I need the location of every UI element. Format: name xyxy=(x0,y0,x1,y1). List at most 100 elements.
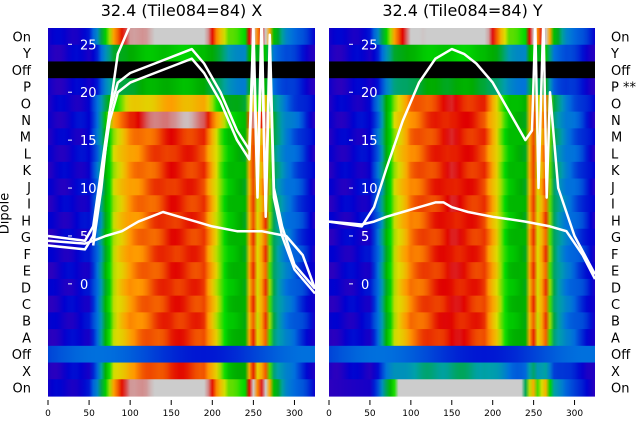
heatmap-row-b xyxy=(48,312,315,330)
heatmap-row-e xyxy=(329,262,595,280)
heatmap-row-off xyxy=(329,61,595,79)
heatmap-row-c xyxy=(329,295,595,313)
row-label: K xyxy=(611,164,620,179)
row-label: I xyxy=(27,198,31,213)
xtick-label: 50 xyxy=(83,409,95,419)
inner-ytick-label: 15 xyxy=(80,134,97,149)
heatmap-row-f xyxy=(48,245,315,263)
row-label: Off xyxy=(12,64,32,79)
heatmap-row-on xyxy=(48,379,315,397)
heatmap-row-a xyxy=(329,329,595,347)
heatmap-row-x xyxy=(48,362,315,380)
row-label: C xyxy=(22,298,31,313)
row-label: I xyxy=(611,198,615,213)
row-label: X xyxy=(22,365,31,380)
xtick-label: 300 xyxy=(286,409,303,419)
row-label: X xyxy=(611,365,620,380)
heatmap-row-c xyxy=(48,295,315,313)
row-label: G xyxy=(611,231,621,246)
heatmap-row-j xyxy=(329,178,595,196)
row-label: K xyxy=(22,164,31,179)
row-label: On xyxy=(13,382,31,397)
inner-ytick-label: 20 xyxy=(80,86,97,101)
row-label: F xyxy=(611,248,618,263)
row-label: Y xyxy=(610,47,619,62)
series-trace-upper xyxy=(328,14,597,275)
heatmap-row-p xyxy=(329,78,595,96)
xtick-label: 250 xyxy=(245,409,262,419)
row-label: On xyxy=(13,30,31,45)
heatmap-row-k xyxy=(48,161,315,180)
xtick-label: 150 xyxy=(443,409,460,419)
row-label: Off xyxy=(12,348,32,363)
heatmap-row-i xyxy=(48,195,315,213)
xtick-label: 300 xyxy=(566,409,583,419)
heatmap-row-j xyxy=(48,178,315,196)
xtick-label: 100 xyxy=(122,409,139,419)
row-label: On xyxy=(611,30,629,45)
heatmap-row-h xyxy=(48,212,315,230)
heatmap-row-f xyxy=(329,245,595,263)
row-label: O xyxy=(21,97,31,112)
heatmap-row-m xyxy=(48,128,315,146)
inner-ytick-label: 10 xyxy=(361,182,378,197)
inner-ytick-label: 0 xyxy=(361,278,369,293)
inner-ytick-label: 20 xyxy=(361,86,378,101)
row-label: E xyxy=(611,265,619,280)
row-label: Off xyxy=(611,348,631,363)
xtick-label: 100 xyxy=(402,409,419,419)
row-label: J xyxy=(610,181,615,196)
heatmap-row-x xyxy=(329,362,595,380)
heatmap-row-g xyxy=(329,228,595,247)
heatmap-row-n xyxy=(329,111,595,129)
row-label: A xyxy=(611,331,620,346)
heatmap-row-on xyxy=(329,379,595,397)
heatmap-row-on xyxy=(329,28,595,46)
inner-ytick-label: 10 xyxy=(80,182,97,197)
row-label: G xyxy=(21,231,31,246)
row-label: M xyxy=(611,131,622,146)
inner-ytick-label: 5 xyxy=(361,230,369,245)
heatmap-row-off xyxy=(48,61,315,79)
row-label: O xyxy=(611,97,621,112)
heatmap-row-d xyxy=(48,278,315,297)
xtick-label: 250 xyxy=(525,409,542,419)
row-label: E xyxy=(23,265,31,280)
xtick-label: 0 xyxy=(45,409,51,419)
heatmap-row-e xyxy=(48,262,315,280)
row-label: H xyxy=(611,214,621,229)
inner-ytick-label: 5 xyxy=(80,230,88,245)
row-label: Off xyxy=(611,64,631,79)
row-label: B xyxy=(611,315,620,330)
inner-ytick-label: 25 xyxy=(361,38,378,53)
row-label: N xyxy=(611,114,621,129)
row-label: C xyxy=(611,298,620,313)
heatmap-row-n xyxy=(48,111,315,129)
row-label: L xyxy=(611,147,619,162)
heatmap-row-l xyxy=(329,145,595,163)
xtick-label: 200 xyxy=(484,409,501,419)
inner-ytick-label: 25 xyxy=(80,38,97,53)
row-label: P ** xyxy=(611,81,636,96)
heatmap-row-k xyxy=(329,161,595,180)
row-label: L xyxy=(24,147,32,162)
xtick-label: 200 xyxy=(204,409,221,419)
series-trace-lower xyxy=(47,210,317,290)
xtick-label: 0 xyxy=(326,409,332,419)
row-label: J xyxy=(26,181,31,196)
row-label: F xyxy=(24,248,31,263)
row-label: Y xyxy=(22,47,31,62)
heatmap-row-off xyxy=(329,345,595,364)
title-left: 32.4 (Tile084=84) X xyxy=(100,1,263,20)
heatmap-row-d xyxy=(329,278,595,297)
heatmap-row-on xyxy=(48,28,315,46)
series-trace-steep xyxy=(91,24,132,246)
xtick-label: 50 xyxy=(364,409,376,419)
inner-ytick-label: 0 xyxy=(80,278,88,293)
heatmap-row-h xyxy=(329,212,595,230)
row-label: H xyxy=(21,214,31,229)
row-label: D xyxy=(611,281,621,296)
row-label: D xyxy=(21,281,31,296)
y-axis-label: Dipole xyxy=(0,192,13,235)
